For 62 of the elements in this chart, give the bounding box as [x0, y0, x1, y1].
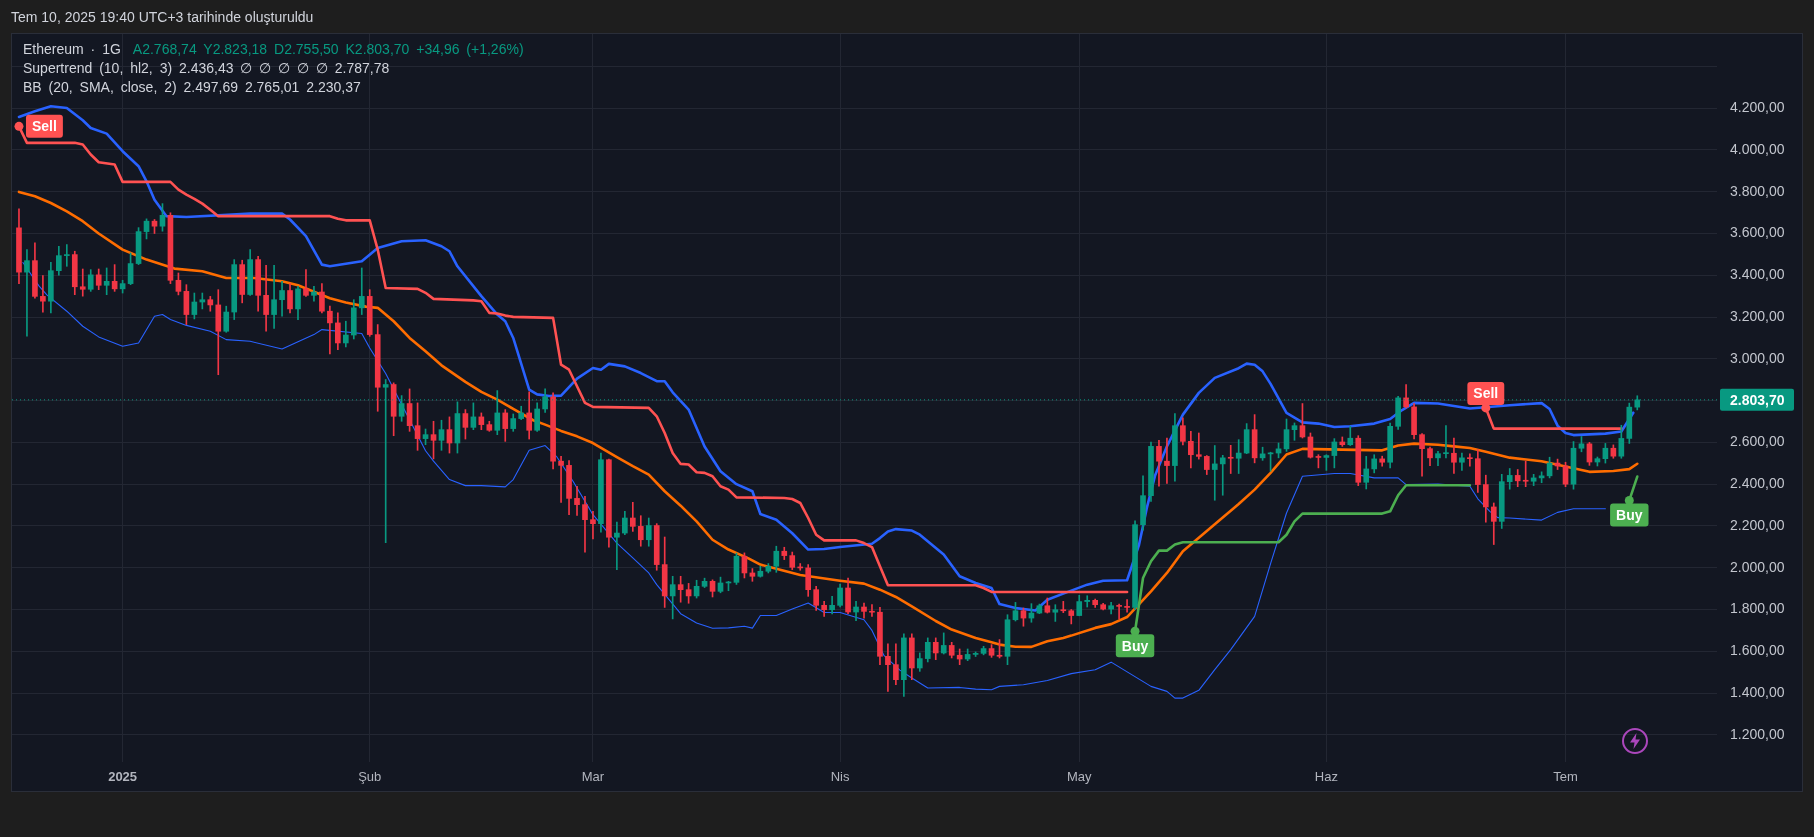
x-tick-label: 2025	[108, 769, 138, 785]
candlestick	[1227, 444, 1234, 474]
x-tick-label: Şub	[358, 769, 382, 785]
annotation: Sell	[1473, 385, 1499, 402]
candlestick	[1211, 445, 1218, 501]
candlestick	[853, 601, 859, 621]
candlestick	[1084, 595, 1091, 608]
y-tick-label: 3.000,00	[1730, 349, 1785, 366]
candlestick	[1467, 453, 1473, 467]
ref-line-label: 2.803,70	[1730, 391, 1785, 408]
candlestick	[40, 275, 46, 313]
candlestick	[574, 485, 580, 516]
y-tick-label: 1.200,00	[1730, 725, 1785, 742]
candlestick	[869, 604, 875, 617]
text: Ethereum · 1G	[23, 41, 121, 57]
candlestick	[311, 286, 317, 302]
candlestick	[358, 267, 365, 315]
x-tick-label: Haz	[1314, 769, 1338, 785]
annotation: Supertrend (10, hl2, 3) 2.436,43 ∅ ∅ ∅ ∅ ∅ 2.787,78	[23, 59, 391, 78]
candlestick	[1195, 432, 1202, 460]
candlestick	[558, 456, 564, 503]
x-tick-label: Mar	[581, 769, 605, 785]
candlestick	[1060, 601, 1067, 613]
annotation: BB (20, SMA, close, 2) 2.497,69 2.765,01 2.230,37	[23, 78, 362, 97]
y-tick-label: 2.200,00	[1730, 516, 1785, 533]
candlestick	[271, 264, 277, 329]
candlestick	[1124, 599, 1130, 613]
x-tick-label: May	[1066, 769, 1093, 785]
annotation: Sell	[31, 118, 57, 135]
annotation: Buy	[1121, 637, 1149, 654]
candlestick	[1116, 603, 1122, 620]
candlestick	[1235, 439, 1242, 474]
y-tick-label: 3.400,00	[1730, 266, 1785, 283]
candlestick	[1164, 437, 1170, 484]
point	[14, 121, 24, 131]
x-tick-label: Tem	[1553, 769, 1578, 785]
candlestick	[79, 268, 86, 297]
y-tick-label: 3.200,00	[1730, 307, 1785, 324]
candlestick	[24, 249, 30, 337]
y-tick-label: 3.600,00	[1730, 224, 1785, 241]
candlestick	[63, 244, 70, 267]
candlestick	[590, 511, 596, 540]
candlestick	[1052, 604, 1059, 622]
text: Tem 10, 2025 19:40 UTC+3 tarihinde oluşturuldu	[11, 9, 314, 25]
y-tick-label: 1.800,00	[1730, 600, 1785, 617]
annotation: Buy	[1616, 506, 1643, 523]
candlestick	[303, 269, 309, 297]
y-tick-label: 2.400,00	[1730, 475, 1785, 492]
text: A2.768,74 Y2.823,18 D2.755,50 K2.803,70 +34,96 (+1,26%)	[132, 41, 524, 57]
candlestick	[1443, 425, 1449, 459]
y-tick-label: 1.400,00	[1730, 683, 1785, 700]
y-tick-label: 3.800,00	[1730, 182, 1785, 199]
y-tick-label: 2.600,00	[1730, 433, 1785, 450]
candlestick	[614, 521, 620, 570]
candlestick	[1219, 455, 1226, 496]
candlestick	[1522, 460, 1529, 488]
y-tick-label: 4.000,00	[1730, 140, 1785, 157]
y-tick-label: 1.600,00	[1730, 642, 1785, 659]
candlestick	[885, 643, 891, 692]
y-tick-label: 2.000,00	[1730, 558, 1785, 575]
x-tick-label: Nis	[830, 769, 850, 785]
y-tick-label: 4.200,00	[1730, 99, 1785, 116]
